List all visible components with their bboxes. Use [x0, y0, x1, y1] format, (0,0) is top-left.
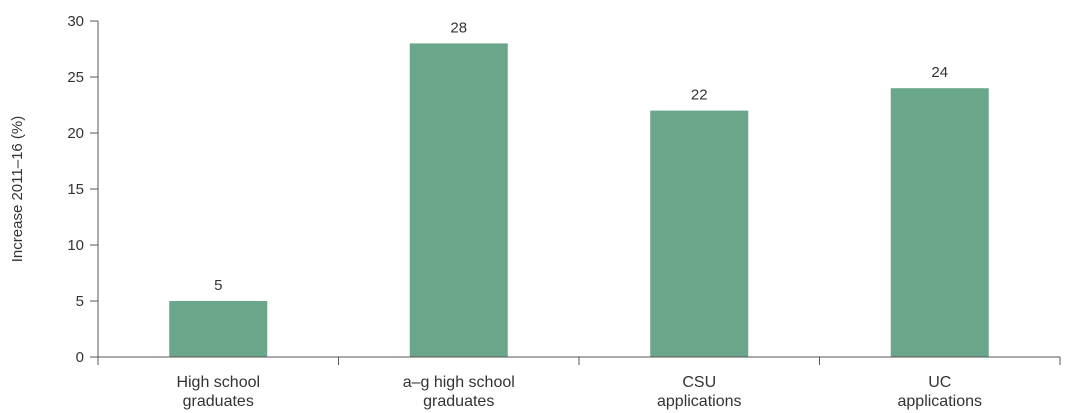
x-category-label: UC applications — [898, 374, 983, 410]
y-tick-label: 15 — [67, 181, 84, 198]
bar-data-label: 24 — [931, 64, 948, 81]
data-labels: 5 28 22 24 — [214, 19, 948, 294]
x-axis-labels: High school graduates a–g high school gradu… — [176, 374, 982, 410]
y-axis-ticks: 0 5 10 15 20 25 30 — [67, 13, 98, 366]
bar-data-label: 22 — [691, 87, 708, 104]
bar — [409, 43, 508, 358]
bar — [169, 301, 268, 357]
y-tick-label: 25 — [67, 69, 84, 86]
x-category-label: High school graduates — [176, 374, 260, 410]
y-axis-title: Increase 2011–16 (%) — [9, 116, 26, 262]
bar-data-label: 28 — [450, 19, 467, 36]
bar — [650, 110, 749, 357]
axes — [97, 21, 1061, 365]
x-category-label: a–g high school graduates — [403, 374, 515, 410]
bar — [890, 88, 989, 357]
bars — [169, 43, 989, 358]
x-category-label: CSU applications — [657, 374, 742, 410]
y-tick-label: 20 — [67, 125, 84, 142]
y-tick-label: 10 — [67, 237, 84, 254]
y-tick-label: 5 — [76, 293, 84, 310]
bar-data-label: 5 — [214, 277, 222, 294]
y-tick-label: 0 — [76, 349, 84, 366]
y-tick-label: 30 — [67, 13, 84, 30]
